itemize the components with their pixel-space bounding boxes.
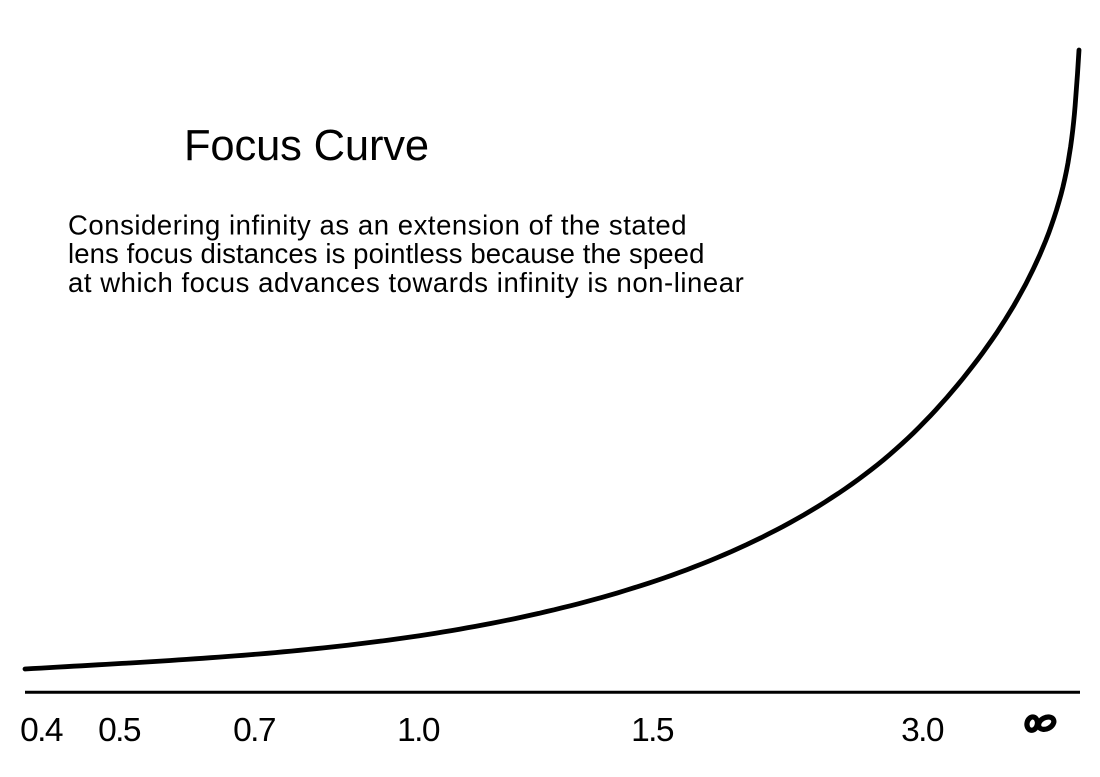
svg-text:3.0: 3.0: [901, 712, 944, 749]
svg-text:0.5: 0.5: [98, 712, 141, 749]
svg-text:0.7: 0.7: [233, 712, 275, 749]
svg-text:Focus Curve: Focus Curve: [184, 122, 429, 170]
svg-text:1.5: 1.5: [631, 712, 674, 749]
svg-text:1.0: 1.0: [397, 712, 440, 749]
svg-text:Considering infinity as an ext: Considering infinity as an extension of …: [68, 210, 687, 241]
svg-text:0.4: 0.4: [20, 712, 63, 749]
svg-text:lens focus distances is pointl: lens focus distances is pointless becaus…: [68, 238, 704, 269]
svg-text:at which focus advances toward: at which focus advances towards infinity…: [68, 267, 744, 298]
